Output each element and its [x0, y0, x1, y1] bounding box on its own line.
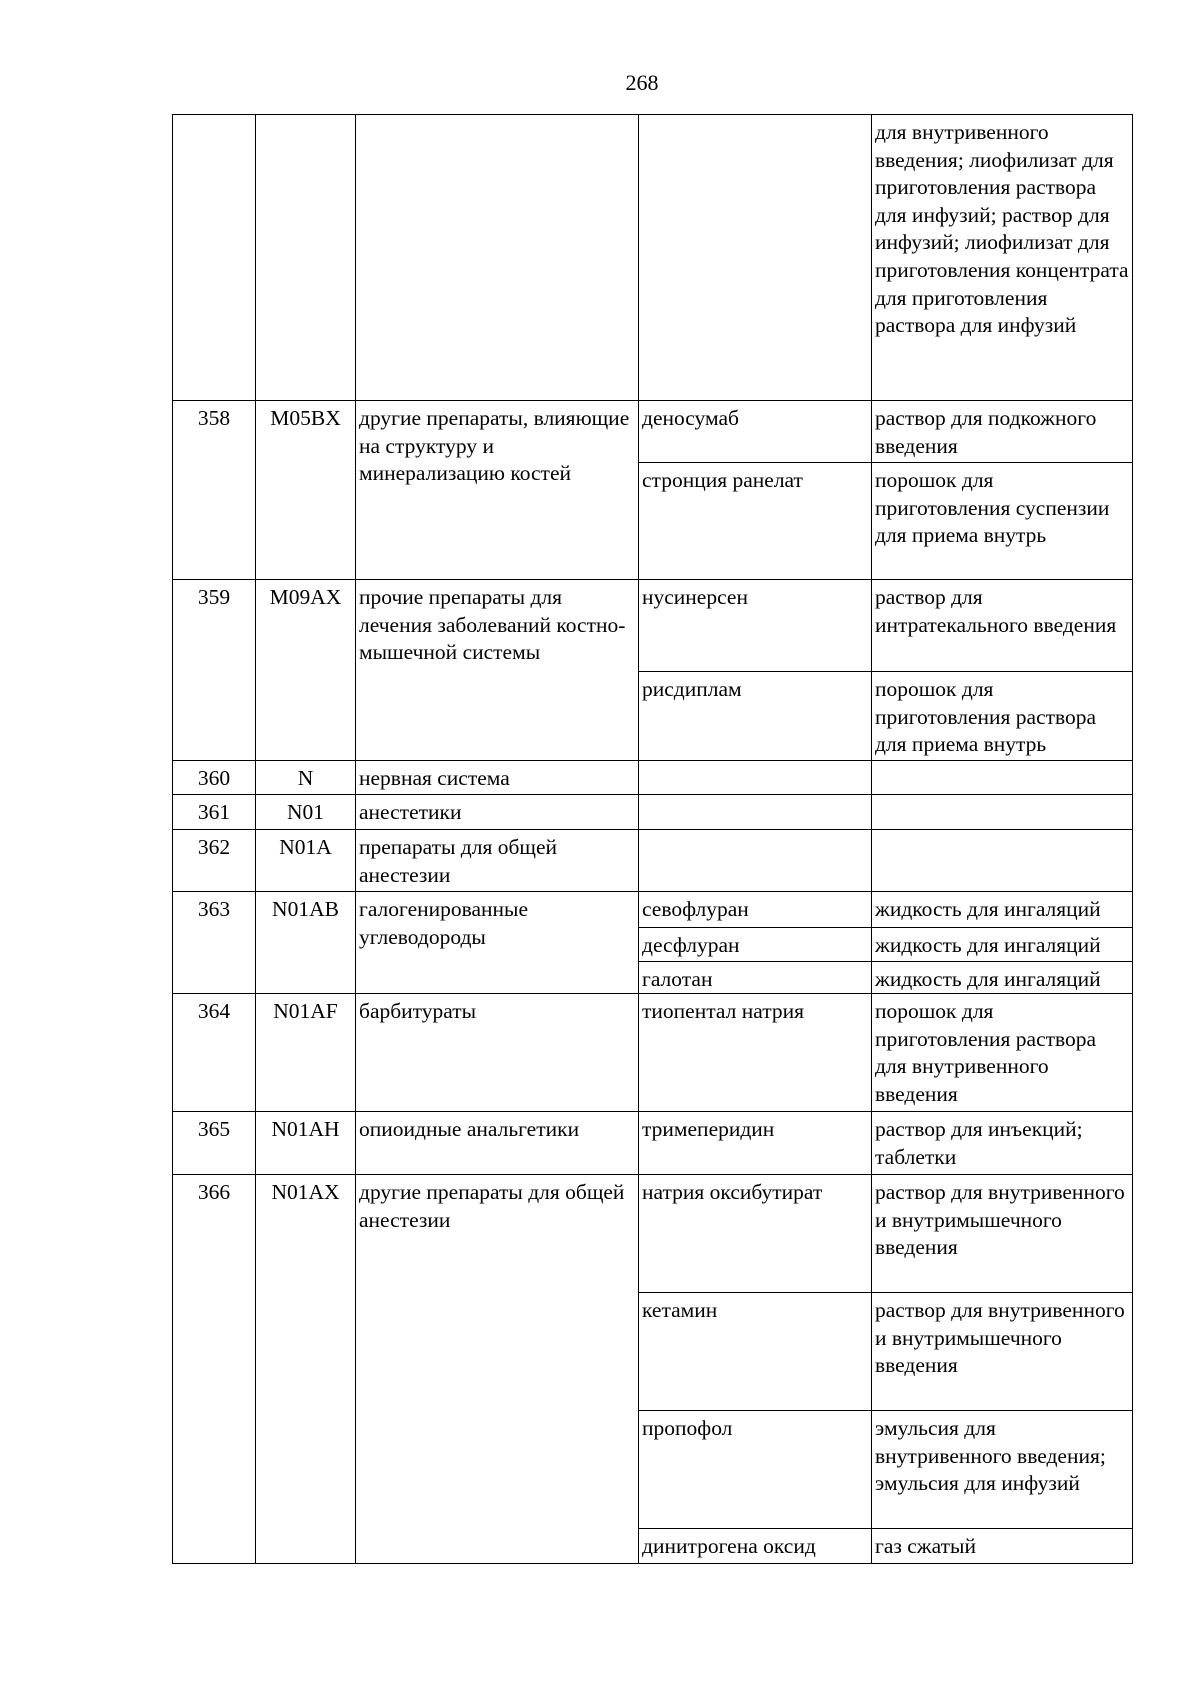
cell-drug-name: деносумаб: [638, 400, 872, 463]
cell-number: 366: [172, 1174, 256, 1564]
cell-dosage-forms: раствор для внутривенного и внутримышечн…: [871, 1174, 1133, 1293]
cell-drug-name: нусинерсен: [638, 579, 872, 672]
cell-dosage-forms: газ сжатый: [871, 1528, 1133, 1564]
cell-number: 363: [172, 891, 256, 994]
cell-drug-name: пропофол: [638, 1410, 872, 1529]
cell-dosage-forms: жидкость для ингаляций: [871, 961, 1133, 994]
cell-drug-name: [638, 829, 872, 892]
cell-dosage-forms: раствор для подкожного введения: [871, 400, 1133, 463]
cell-drug-name: динитрогена оксид: [638, 1528, 872, 1564]
cell-group-name: препараты для общей анестезии: [355, 829, 639, 892]
cell-drug-name: севофлуран: [638, 891, 872, 928]
cell-code: N01AF: [255, 993, 356, 1112]
cell-number: 359: [172, 579, 256, 761]
cell-number: 360: [172, 760, 256, 795]
cell-drug-name: рисдиплам: [638, 671, 872, 761]
cell-dosage-forms: [871, 829, 1133, 892]
cell-drug-name: [638, 794, 872, 830]
page-number: 268: [625, 70, 659, 95]
cell-group-name: прочие препараты для лечения заболеваний…: [355, 579, 639, 761]
cell-code: N01A: [255, 829, 356, 892]
cell-code: [255, 114, 356, 401]
cell-dosage-forms: раствор для внутривенного и внутримышечн…: [871, 1292, 1133, 1411]
cell-dosage-forms: раствор для инъекций; таблетки: [871, 1111, 1133, 1175]
cell-drug-name: [638, 760, 872, 795]
cell-number: 362: [172, 829, 256, 892]
cell-dosage-forms: жидкость для ингаляций: [871, 891, 1133, 928]
cell-drug-name: кетамин: [638, 1292, 872, 1411]
cell-dosage-forms: жидкость для ингаляций: [871, 927, 1133, 962]
cell-group-name: барбитураты: [355, 993, 639, 1112]
cell-dosage-forms: порошок для приготовления раствора для п…: [871, 671, 1133, 761]
cell-code: N01: [255, 794, 356, 830]
cell-number: 358: [172, 400, 256, 580]
cell-code: N01AB: [255, 891, 356, 994]
cell-number: 365: [172, 1111, 256, 1175]
cell-number: 364: [172, 993, 256, 1112]
cell-dosage-forms: порошок для приготовления суспензии для …: [871, 462, 1133, 580]
cell-code: M09AX: [255, 579, 356, 761]
cell-drug-name: натрия оксибутират: [638, 1174, 872, 1293]
cell-group-name: галогенированные углеводороды: [355, 891, 639, 994]
cell-dosage-forms: для внутривенного введения; лиофилизат д…: [871, 114, 1133, 401]
cell-group-name: нервная система: [355, 760, 639, 795]
cell-group-name: другие препараты для общей анестезии: [355, 1174, 639, 1564]
cell-number: [172, 114, 256, 401]
cell-code: M05BX: [255, 400, 356, 580]
cell-code: N01AX: [255, 1174, 356, 1564]
cell-drug-name: [638, 114, 872, 401]
cell-number: 361: [172, 794, 256, 830]
cell-drug-name: десфлуран: [638, 927, 872, 962]
cell-dosage-forms: порошок для приготовления раствора для в…: [871, 993, 1133, 1112]
cell-drug-name: тримеперидин: [638, 1111, 872, 1175]
cell-dosage-forms: раствор для интратекального введения: [871, 579, 1133, 672]
cell-code: N01AH: [255, 1111, 356, 1175]
cell-drug-name: тиопентал натрия: [638, 993, 872, 1112]
cell-group-name: анестетики: [355, 794, 639, 830]
cell-dosage-forms: эмульсия для внутривенного введения; эму…: [871, 1410, 1133, 1529]
cell-dosage-forms: [871, 794, 1133, 830]
cell-code: N: [255, 760, 356, 795]
cell-group-name: [355, 114, 639, 401]
cell-dosage-forms: [871, 760, 1133, 795]
cell-drug-name: галотан: [638, 961, 872, 994]
cell-group-name: другие препараты, влияющие на структуру …: [355, 400, 639, 580]
cell-drug-name: стронция ранелат: [638, 462, 872, 580]
cell-group-name: опиоидные анальгетики: [355, 1111, 639, 1175]
